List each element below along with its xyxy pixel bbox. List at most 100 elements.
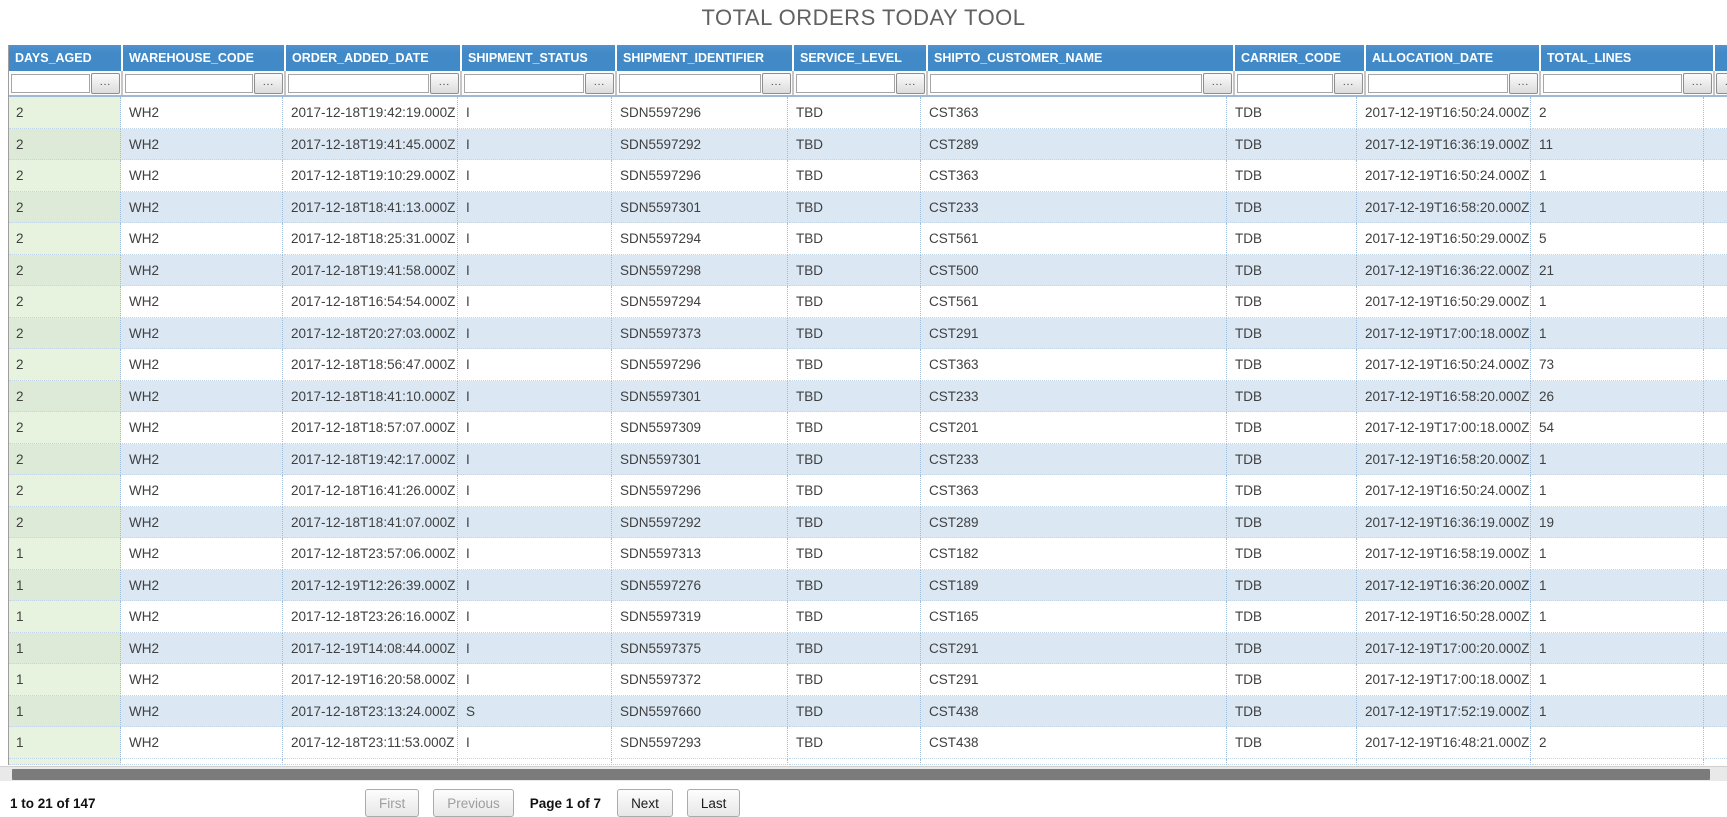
filter-options-button-allocation-date[interactable]: ... (1509, 72, 1538, 94)
filter-options-button-overflow[interactable]: ... (1716, 72, 1727, 94)
table-row[interactable]: 2 WH2 2017-12-18T19:42:17.000Z I SDN5597301 T… (9, 443, 1727, 475)
cell-order-added-date: 2017-12-18T23:11:53.000Z (284, 727, 458, 759)
cell-total-lines: 21 (1532, 254, 1704, 286)
cell-carrier-code: TDB (1228, 317, 1357, 349)
column-header-allocation-date[interactable]: ALLOCATION_DATE (1366, 45, 1539, 71)
column-header-warehouse-code[interactable]: WAREHOUSE_CODE (123, 45, 284, 71)
column-header-order-added-date[interactable]: ORDER_ADDED_DATE (286, 45, 460, 71)
table-row[interactable]: 1 WH2 2017-12-18T23:26:16.000Z I SDN5597319 T… (9, 601, 1727, 633)
horizontal-scrollbar-thumb[interactable] (12, 769, 1710, 780)
table-row[interactable]: 1 WH2 2017-12-18T23:57:06.000Z I SDN5597313 T… (9, 538, 1727, 570)
filter-options-button-shipment-status[interactable]: ... (585, 72, 614, 94)
horizontal-scrollbar[interactable] (0, 766, 1727, 781)
cell-carrier-code: TDB (1228, 412, 1357, 444)
cell-service-level: TBD (789, 443, 921, 475)
cell-partial (284, 758, 458, 765)
table-row[interactable]: 2 WH2 2017-12-18T20:27:03.000Z I SDN5597373 T… (9, 317, 1727, 349)
filter-options-button-service-level[interactable]: ... (896, 72, 925, 94)
filter-input-days-aged[interactable] (11, 73, 90, 93)
cell-allocation-date: 2017-12-19T17:00:20.000Z (1358, 632, 1531, 664)
cell-overflow (1705, 97, 1727, 129)
filter-options-button-shipto-customer-name[interactable]: ... (1203, 72, 1232, 94)
cell-partial (1532, 758, 1704, 765)
cell-order-added-date: 2017-12-19T12:26:39.000Z (284, 569, 458, 601)
cell-overflow (1705, 412, 1727, 444)
cell-total-lines: 19 (1532, 506, 1704, 538)
filter-input-shipment-status[interactable] (464, 73, 584, 93)
cell-order-added-date: 2017-12-18T18:41:07.000Z (284, 506, 458, 538)
table-row[interactable]: 1 WH2 2017-12-19T12:26:39.000Z I SDN5597276 T… (9, 569, 1727, 601)
column-header-service-level[interactable]: SERVICE_LEVEL (794, 45, 926, 71)
filter-options-button-order-added-date[interactable]: ... (430, 72, 459, 94)
filter-options-button-days-aged[interactable]: ... (91, 72, 120, 94)
cell-carrier-code: TDB (1228, 664, 1357, 696)
cell-overflow (1705, 633, 1727, 664)
table-row[interactable]: 2 WH2 2017-12-18T19:41:58.000Z I SDN5597298 T… (9, 254, 1727, 286)
cell-service-level: TBD (789, 223, 921, 255)
table-row[interactable]: 2 WH2 2017-12-18T16:41:26.000Z I SDN5597296 T… (9, 475, 1727, 507)
cell-carrier-code: TDB (1228, 254, 1357, 286)
cell-service-level: TBD (789, 317, 921, 349)
cell-service-level: TBD (789, 664, 921, 696)
cell-carrier-code: TDB (1228, 443, 1357, 475)
cell-days-aged: 1 (9, 664, 121, 696)
filter-input-shipto-customer-name[interactable] (930, 73, 1202, 93)
cell-days-aged: 1 (9, 538, 121, 570)
cell-shipment-status: I (459, 191, 612, 223)
filter-input-order-added-date[interactable] (288, 73, 429, 93)
cell-warehouse-code: WH2 (122, 317, 283, 349)
table-row[interactable]: 2 WH2 2017-12-18T18:25:31.000Z I SDN5597294 T… (9, 223, 1727, 255)
previous-page-button[interactable]: Previous (433, 789, 514, 817)
cell-partial (922, 758, 1227, 765)
first-page-button[interactable]: First (365, 789, 420, 817)
table-row[interactable]: 1 WH2 2017-12-19T14:08:44.000Z I SDN5597375 T… (9, 632, 1727, 664)
cell-order-added-date: 2017-12-18T19:42:17.000Z (284, 443, 458, 475)
cell-total-lines: 2 (1532, 727, 1704, 759)
cell-overflow (1705, 349, 1727, 381)
table-row[interactable]: 2 WH2 2017-12-18T18:56:47.000Z I SDN5597296 T… (9, 349, 1727, 381)
cell-order-added-date: 2017-12-18T23:26:16.000Z (284, 601, 458, 633)
cell-allocation-date: 2017-12-19T16:58:20.000Z (1358, 191, 1531, 223)
cell-service-level: TBD (789, 254, 921, 286)
table-row[interactable]: 2 WH2 2017-12-18T16:54:54.000Z I SDN5597294 T… (9, 286, 1727, 318)
column-header-shipment-status[interactable]: SHIPMENT_STATUS (462, 45, 615, 71)
cell-carrier-code: TDB (1228, 223, 1357, 255)
cell-shipment-status: I (459, 412, 612, 444)
column-header-days-aged[interactable]: DAYS_AGED (9, 45, 121, 71)
table-row[interactable]: 2 WH2 2017-12-18T19:41:45.000Z I SDN5597292 T… (9, 128, 1727, 160)
cell-carrier-code: TDB (1228, 286, 1357, 318)
next-page-button[interactable]: Next (617, 789, 673, 817)
filter-options-button-carrier-code[interactable]: ... (1334, 72, 1363, 94)
table-row[interactable]: 1 WH2 2017-12-18T23:11:53.000Z I SDN5597293 T… (9, 727, 1727, 759)
filter-cell-shipto-customer-name: ... (928, 71, 1235, 95)
column-header-total-lines[interactable]: TOTAL_LINES (1541, 45, 1713, 71)
table-row[interactable]: 2 WH2 2017-12-18T18:57:07.000Z I SDN5597309 T… (9, 412, 1727, 444)
cell-service-level: TBD (789, 412, 921, 444)
table-row[interactable]: 1 WH2 2017-12-19T16:20:58.000Z I SDN5597372 T… (9, 664, 1727, 696)
table-row[interactable]: 2 WH2 2017-12-18T19:42:19.000Z I SDN5597296 T… (9, 97, 1727, 129)
filter-options-button-warehouse-code[interactable]: ... (254, 72, 283, 94)
cell-total-lines: 1 (1532, 191, 1704, 223)
filter-input-warehouse-code[interactable] (125, 73, 253, 93)
table-row[interactable]: 2 WH2 2017-12-18T18:41:10.000Z I SDN5597301 T… (9, 380, 1727, 412)
filter-input-carrier-code[interactable] (1237, 73, 1333, 93)
column-header-carrier-code[interactable]: CARRIER_CODE (1235, 45, 1364, 71)
cell-shipment-identifier: SDN5597294 (613, 223, 788, 255)
table-row[interactable]: 2 WH2 2017-12-18T18:41:07.000Z I SDN5597292 T… (9, 506, 1727, 538)
filter-options-button-total-lines[interactable]: ... (1683, 72, 1712, 94)
last-page-button[interactable]: Last (686, 789, 741, 817)
table-row[interactable]: 2 WH2 2017-12-18T19:10:29.000Z I SDN5597296 T… (9, 160, 1727, 192)
pagination-buttons: First Previous Page 1 of 7 Next Last (365, 789, 754, 817)
column-header-shipto-customer-name[interactable]: SHIPTO_CUSTOMER_NAME (928, 45, 1233, 71)
table-row[interactable]: 2 WH2 2017-12-18T18:41:13.000Z I SDN5597301 T… (9, 191, 1727, 223)
filter-options-button-shipment-identifier[interactable]: ... (762, 72, 791, 94)
column-header-shipment-identifier[interactable]: SHIPMENT_IDENTIFIER (617, 45, 792, 71)
filter-input-service-level[interactable] (796, 73, 895, 93)
filter-input-allocation-date[interactable] (1368, 73, 1508, 93)
table-row[interactable]: 1 WH2 2017-12-18T23:13:24.000Z S SDN5597660 T… (9, 695, 1727, 727)
cell-partial (1358, 758, 1531, 765)
total-orders-tool-page: TOTAL ORDERS TODAY TOOL DAYS_AGED WAREHOU… (0, 5, 1727, 817)
filter-input-total-lines[interactable] (1543, 73, 1682, 93)
cell-shipment-identifier: SDN5597292 (613, 506, 788, 538)
filter-input-shipment-identifier[interactable] (619, 73, 761, 93)
